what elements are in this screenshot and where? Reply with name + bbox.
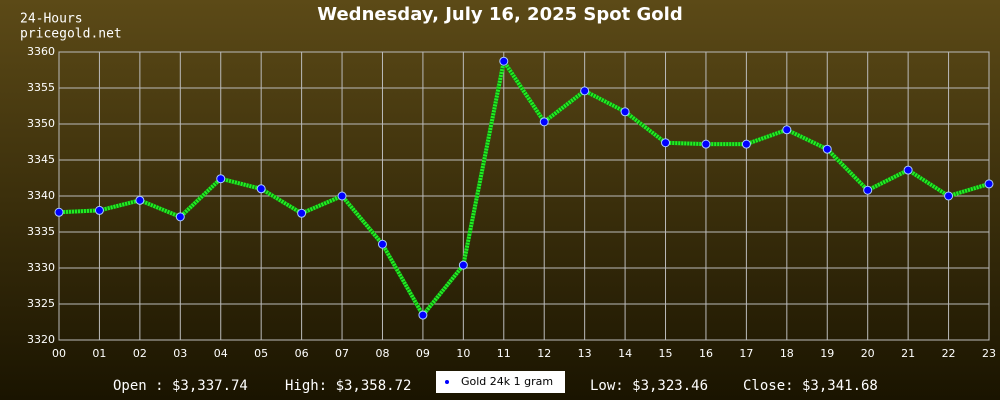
high-stat: High: $3,358.72 [285, 378, 411, 394]
data-point [822, 144, 832, 154]
data-point [620, 107, 630, 117]
y-tick-label: 3340 [27, 189, 55, 202]
data-point [337, 191, 347, 201]
y-tick-label: 3350 [27, 117, 55, 130]
x-tick-label: 13 [578, 347, 592, 360]
x-tick-label: 23 [982, 347, 996, 360]
x-tick-label: 01 [92, 347, 106, 360]
x-tick-label: 07 [335, 347, 349, 360]
data-point [135, 195, 145, 205]
data-point [499, 56, 509, 66]
data-point [782, 125, 792, 135]
data-point [297, 208, 307, 218]
source: pricegold.net [20, 27, 122, 42]
data-point [94, 205, 104, 215]
data-point [256, 184, 266, 194]
x-tick-label: 00 [52, 347, 66, 360]
x-tick-label: 22 [942, 347, 956, 360]
x-tick-label: 05 [254, 347, 268, 360]
data-point [863, 185, 873, 195]
x-tick-label: 04 [214, 347, 228, 360]
legend [436, 371, 565, 393]
x-tick-label: 14 [618, 347, 632, 360]
data-point [54, 207, 64, 217]
series-line [58, 59, 990, 318]
x-tick-label: 09 [416, 347, 430, 360]
data-point [458, 260, 468, 270]
x-tick-label: 19 [820, 347, 834, 360]
x-tick-label: 20 [861, 347, 875, 360]
y-tick-label: 3355 [27, 81, 55, 94]
y-tick-label: 3330 [27, 261, 55, 274]
close-stat: Close: $3,341.68 [743, 378, 878, 394]
low-stat: Low: $3,323.46 [590, 378, 708, 394]
data-point [984, 179, 994, 189]
data-point [741, 139, 751, 149]
y-tick-label: 3345 [27, 153, 55, 166]
x-tick-label: 17 [739, 347, 753, 360]
x-tick-label: 21 [901, 347, 915, 360]
x-tick-label: 08 [375, 347, 389, 360]
open-stat: Open : $3,337.74 [113, 378, 248, 394]
data-point [377, 239, 387, 249]
legend-marker [445, 380, 449, 384]
data-point [580, 86, 590, 96]
x-tick-label: 02 [133, 347, 147, 360]
x-tick-label: 11 [497, 347, 511, 360]
x-tick-label: 16 [699, 347, 713, 360]
chart-title: Wednesday, July 16, 2025 Spot Gold [317, 4, 682, 25]
y-tick-label: 3325 [27, 297, 55, 310]
data-point [175, 212, 185, 222]
subtitle: 24-Hours [20, 12, 83, 27]
data-point [661, 138, 671, 148]
data-point [944, 191, 954, 201]
data-point [701, 139, 711, 149]
y-tick-label: 3335 [27, 225, 55, 238]
y-tick-label: 3320 [27, 333, 55, 346]
plot-area: 3320 3325 3330 3335 3340 3345 3350 3355 3360 00 01… [27, 45, 996, 360]
x-tick-label: 18 [780, 347, 794, 360]
x-tick-label: 10 [456, 347, 470, 360]
data-point [903, 165, 913, 175]
x-tick-label: 06 [295, 347, 309, 360]
data-point [216, 174, 226, 184]
data-point [539, 117, 549, 127]
x-tick-label: 03 [173, 347, 187, 360]
data-point [418, 310, 428, 320]
x-tick-label: 15 [659, 347, 673, 360]
legend-label: Gold 24k 1 gram [461, 375, 553, 388]
x-tick-label: 12 [537, 347, 551, 360]
y-tick-label: 3360 [27, 45, 55, 58]
